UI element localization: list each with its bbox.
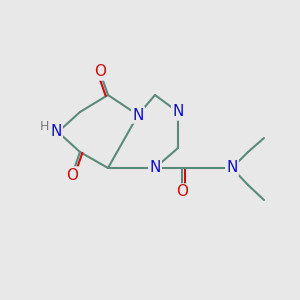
Text: N: N [226,160,238,175]
Text: H: H [39,119,49,133]
Text: N: N [172,104,184,119]
Text: O: O [94,64,106,80]
Text: O: O [176,184,188,200]
Text: N: N [50,124,62,140]
Text: O: O [66,167,78,182]
Text: N: N [149,160,161,175]
Text: N: N [132,107,144,122]
